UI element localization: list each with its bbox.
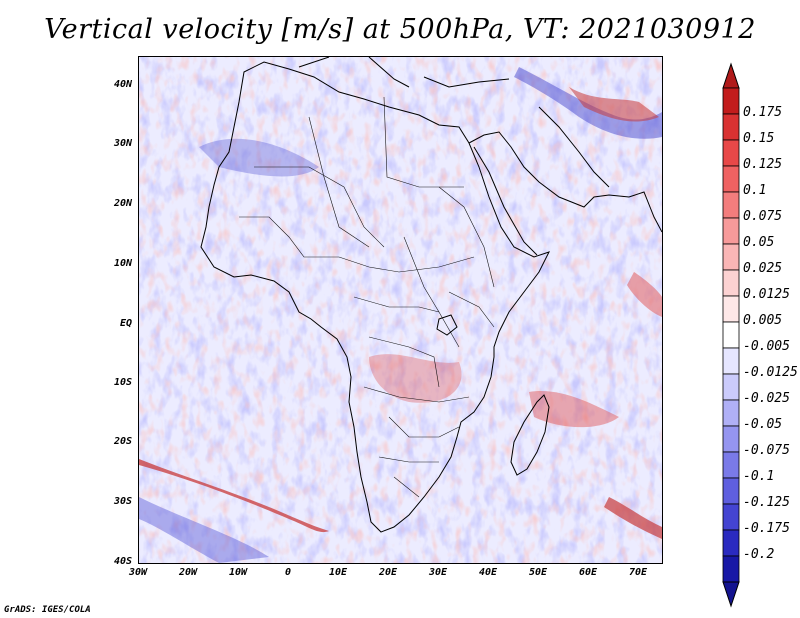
colorbar-swatch [722,399,740,427]
colorbar-label: -0.125 [743,495,790,510]
lon-label-30w: 30W [128,567,148,578]
colorbar-swatch [722,295,740,323]
central-africa-ascent [369,354,462,403]
colorbar-top-arrow [722,62,740,89]
map-panel [138,56,663,564]
footer-credit: GrADS: IGES/COLA [4,605,91,615]
colorbar-swatch [722,321,740,349]
colorbar-label: -0.05 [743,417,783,432]
colorbar-label: 0.0125 [743,287,790,302]
colorbar [722,62,740,608]
colorbar-swatch [722,139,740,167]
colorbar-label: 0.1 [743,183,767,198]
africa-coastline [200,61,550,533]
lon-label-70e: 70E [628,567,648,578]
lon-label-20e: 20E [378,567,398,578]
colorbar-swatch [722,165,740,193]
colorbar-label: 0.125 [743,157,783,172]
indian-ocean-ascent [627,272,662,317]
colorbar-swatch [722,529,740,557]
colorbar-label: -0.025 [743,391,790,406]
colorbar-swatch [722,555,740,583]
lon-label-60e: 60E [578,567,598,578]
ascent-texture [139,57,662,563]
colorbar-label: 0.025 [743,261,783,276]
field-features [139,67,662,563]
lon-label-50e: 50E [528,567,548,578]
colorbar-swatch [722,451,740,479]
gulf-coast [538,106,610,188]
colorbar-label: -0.175 [743,521,790,536]
lat-label-10n: 10N [113,258,132,269]
southern-ascent-band [139,459,329,533]
colorbar-swatch [722,87,740,115]
chart-title: Vertical velocity [m/s] at 500hPa, VT: 2… [44,14,756,45]
mediterranean-north-coast [298,57,510,88]
lat-label-40n: 40N [113,79,132,90]
colorbar-swatch [722,217,740,245]
colorbar-label: 0.15 [743,131,775,146]
lon-label-40e: 40E [478,567,498,578]
coastlines [200,57,662,533]
colorbar-label: -0.005 [743,339,790,354]
arabia-coastline [468,131,662,233]
colorbar-label: 0.005 [743,313,783,328]
iran-descent [514,67,662,139]
country-borders [239,96,495,498]
lon-label-20w: 20W [178,567,198,578]
iran-ascent [569,87,659,122]
colorbar-label: 0.075 [743,209,783,224]
colorbar-swatch [722,373,740,401]
lon-label-30e: 30E [428,567,448,578]
map-svg [139,57,662,563]
red-sea-coast [473,146,538,256]
colorbar-label: -0.0125 [743,365,798,380]
colorbar-swatch [722,425,740,453]
colorbar-label: -0.2 [743,547,775,562]
lat-label-20s: 20S [113,436,132,447]
lat-label-20n: 20N [113,198,132,209]
southern-descent-band [139,497,269,563]
southeast-ascent-band [604,497,662,539]
colorbar-bottom-arrow [722,581,740,608]
lon-label-0: 0 [284,567,292,578]
lat-label-40s: 40S [113,556,132,567]
mozambique-ascent [529,391,619,428]
colorbar-label: 0.175 [743,105,783,120]
colorbar-swatch [722,477,740,505]
colorbar-swatch [722,243,740,271]
lat-label-10s: 10S [113,377,132,388]
colorbar-swatch [722,269,740,297]
colorbar-swatch [722,347,740,375]
lat-label-30s: 30S [113,496,132,507]
lat-label-30n: 30N [113,138,132,149]
lat-label-eq: EQ [119,318,132,329]
colorbar-swatch [722,503,740,531]
colorbar-label: -0.1 [743,469,775,484]
lon-label-10e: 10E [328,567,348,578]
lake-victoria [436,314,458,336]
lon-label-10w: 10W [228,567,248,578]
colorbar-swatch [722,191,740,219]
colorbar-label: 0.05 [743,235,775,250]
madagascar-coastline [510,394,550,476]
colorbar-label: -0.075 [743,443,790,458]
colorbar-swatch [722,113,740,141]
